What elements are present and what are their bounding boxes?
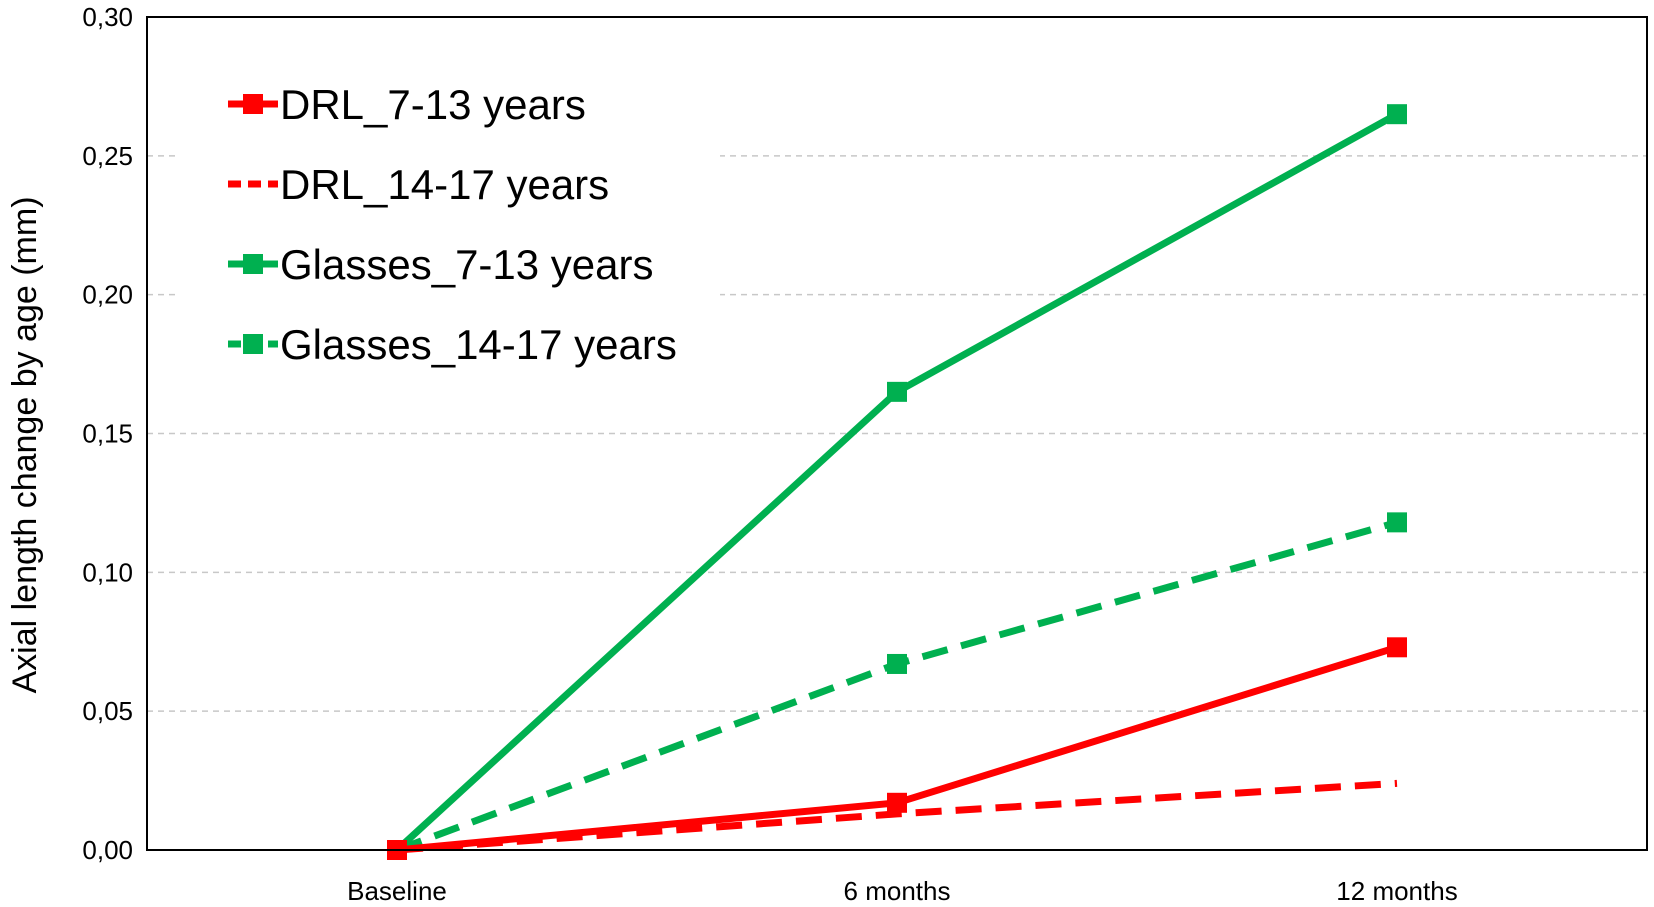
y-tick-label: 0,30 — [82, 2, 133, 32]
x-tick-labels: Baseline 6 months 12 months — [347, 876, 1458, 906]
legend-swatch-marker — [243, 254, 263, 274]
y-axis-title: Axial length change by age (mm) — [6, 196, 44, 693]
series-line — [396, 643, 1399, 854]
legend-swatch-marker — [243, 94, 263, 114]
plot-area-frame — [146, 16, 1648, 851]
y-tick-label: 0,05 — [82, 696, 133, 726]
y-tick-label: 0,25 — [82, 141, 133, 171]
x-tick-label: Baseline — [347, 876, 447, 906]
legend-swatch-marker — [243, 334, 263, 354]
x-tick-label: 6 months — [844, 876, 951, 906]
legend-item: DRL_14-17 years — [228, 161, 609, 208]
data-point — [1387, 637, 1407, 658]
legend-background — [175, 55, 720, 375]
data-point — [887, 381, 907, 402]
legend-item: DRL_7-13 years — [228, 81, 586, 128]
legend-item: Glasses_7-13 years — [228, 241, 654, 288]
series-line — [396, 779, 1398, 854]
series-1 — [396, 779, 1398, 854]
series-lines — [387, 104, 1407, 860]
data-point — [1387, 104, 1407, 125]
y-tick-label: 0,00 — [82, 835, 133, 865]
y-tick-label: 0,15 — [82, 419, 133, 449]
x-tick-label: 12 months — [1336, 876, 1457, 906]
y-tick-label: 0,20 — [82, 280, 133, 310]
y-tick-labels: 0,00 0,05 0,10 0,15 0,20 0,25 0,30 — [82, 2, 133, 865]
legend-label: DRL_14-17 years — [280, 161, 609, 208]
data-point — [887, 653, 907, 674]
legend-label: Glasses_7-13 years — [280, 241, 654, 288]
y-tick-label: 0,10 — [82, 557, 133, 587]
legend-label: Glasses_14-17 years — [280, 321, 677, 368]
data-point — [1387, 512, 1407, 533]
gridlines — [147, 155, 1647, 712]
series-0 — [387, 637, 1407, 860]
data-point — [887, 792, 907, 813]
legend-item: Glasses_14-17 years — [228, 321, 677, 368]
legend-label: DRL_7-13 years — [280, 81, 586, 128]
legend: DRL_7-13 years DRL_14-17 years Glasses_7-1… — [175, 55, 720, 375]
